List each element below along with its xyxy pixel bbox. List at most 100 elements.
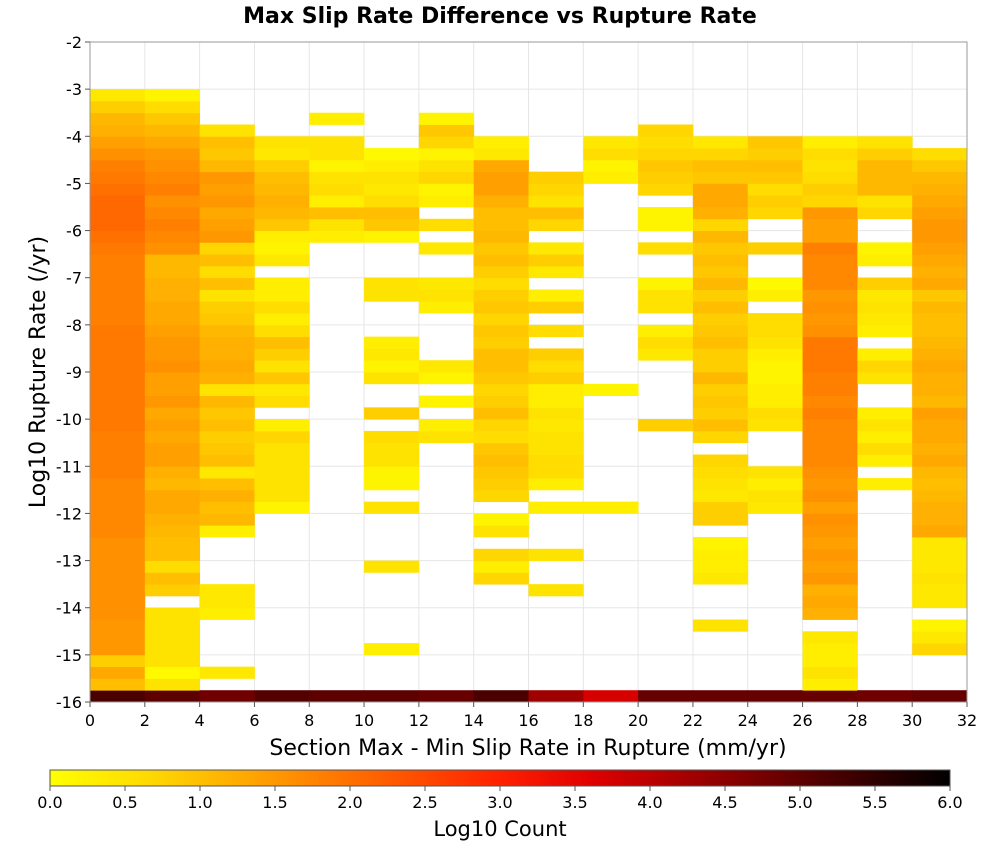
heatmap-cell: [912, 301, 968, 314]
heatmap-cell: [418, 277, 475, 290]
heatmap-cell: [144, 501, 201, 514]
heatmap-cell: [802, 183, 858, 196]
heatmap-cell: [90, 183, 146, 196]
heatmap-cell: [802, 548, 858, 561]
heatmap-cell: [638, 277, 694, 290]
x-tick-label: 0: [85, 711, 95, 730]
heatmap-cell: [144, 183, 201, 196]
y-tick-label: -2: [66, 33, 82, 52]
heatmap-cell: [528, 289, 584, 302]
heatmap-cell: [144, 336, 201, 349]
colorbar-gradient: [49, 769, 951, 787]
heatmap-cell: [144, 407, 201, 420]
heatmap-cell: [802, 136, 858, 149]
heatmap-cell: [692, 207, 749, 220]
heatmap-cell: [528, 501, 584, 514]
heatmap-cell: [144, 289, 201, 302]
heatmap-cell: [254, 254, 310, 267]
x-tick-label: 24: [738, 711, 758, 730]
heatmap-cell: [692, 301, 749, 314]
heatmap-cell: [144, 678, 201, 691]
colorbar-tick-label: 3.5: [562, 793, 587, 812]
heatmap-cell: [90, 336, 146, 349]
heatmap-cell: [638, 218, 694, 231]
heatmap-cell: [144, 372, 201, 385]
heatmap-cell: [692, 171, 749, 184]
heatmap-cell: [254, 218, 310, 231]
heatmap-cell: [802, 607, 858, 620]
heatmap-cell: [692, 419, 749, 432]
heatmap-cell: [802, 159, 858, 173]
heatmap-cell: [473, 560, 529, 573]
heatmap-cell: [747, 383, 803, 396]
heatmap-cell: [144, 159, 201, 173]
heatmap-cell: [692, 560, 749, 573]
heatmap-cell: [473, 454, 529, 467]
x-tick-label: 12: [409, 711, 429, 730]
heatmap-cell: [309, 183, 365, 196]
heatmap-cell: [692, 430, 749, 444]
heatmap-cell: [90, 678, 146, 691]
heatmap-cell: [692, 513, 749, 526]
heatmap-cell: [144, 513, 201, 526]
heatmap-cell: [583, 501, 639, 514]
heatmap-cell: [144, 207, 201, 220]
heatmap-cell: [144, 360, 201, 373]
y-tick-label: -9: [66, 363, 82, 382]
heatmap-cell: [90, 690, 146, 703]
heatmap-cell: [254, 148, 310, 161]
heatmap-cell: [144, 171, 201, 184]
heatmap-cell: [747, 289, 803, 302]
heatmap-cell: [254, 289, 310, 302]
heatmap-cell: [747, 136, 803, 149]
heatmap-cell: [528, 324, 584, 338]
heatmap-cell: [692, 195, 749, 208]
heatmap-cell: [254, 360, 310, 373]
heatmap-cell: [199, 124, 255, 137]
heatmap-cell: [418, 242, 475, 255]
heatmap-cell: [199, 607, 255, 620]
heatmap-cell: [912, 525, 968, 538]
heatmap-cell: [473, 572, 529, 585]
heatmap-cell: [364, 360, 420, 373]
heatmap-cell: [90, 112, 146, 125]
heatmap-cell: [144, 230, 201, 243]
heatmap-cell: [418, 112, 475, 125]
heatmap-cell: [418, 430, 475, 444]
heatmap-cell: [309, 230, 365, 243]
heatmap-cell: [638, 183, 694, 196]
heatmap-cell: [144, 301, 201, 314]
heatmap-cell: [912, 207, 968, 220]
heatmap-cell: [638, 207, 694, 220]
heatmap-cell: [692, 619, 749, 632]
plot-area: [89, 41, 968, 703]
heatmap-cell: [364, 454, 420, 467]
chart-title: Max Slip Rate Difference vs Rupture Rate: [243, 4, 757, 29]
colorbar-label: Log10 Count: [433, 817, 566, 841]
x-tick-label: 28: [847, 711, 867, 730]
heatmap-cell: [473, 230, 529, 243]
heatmap-cell: [144, 100, 201, 114]
heatmap-cell: [418, 218, 475, 231]
colorbar-tick-label: 3.0: [487, 793, 512, 812]
colorbar-tick-label: 5.5: [862, 793, 887, 812]
heatmap-cell: [364, 407, 420, 420]
heatmap-cell: [418, 690, 475, 703]
heatmap-cell: [912, 619, 968, 632]
heatmap-cell: [254, 501, 310, 514]
heatmap-cell: [90, 254, 146, 267]
heatmap-cell: [473, 466, 529, 479]
heatmap-cell: [747, 407, 803, 420]
heatmap-cell: [199, 136, 255, 149]
heatmap-cell: [90, 478, 146, 491]
heatmap-cell: [199, 242, 255, 255]
heatmap-cell: [90, 619, 146, 632]
heatmap-cell: [473, 277, 529, 290]
heatmap-cell: [692, 489, 749, 503]
heatmap-cell: [473, 289, 529, 302]
heatmap-cell: [144, 395, 201, 408]
heatmap-cell: [254, 195, 310, 208]
x-tick-label: 16: [518, 711, 538, 730]
heatmap-cell: [802, 265, 858, 279]
heatmap-cell: [692, 454, 749, 467]
